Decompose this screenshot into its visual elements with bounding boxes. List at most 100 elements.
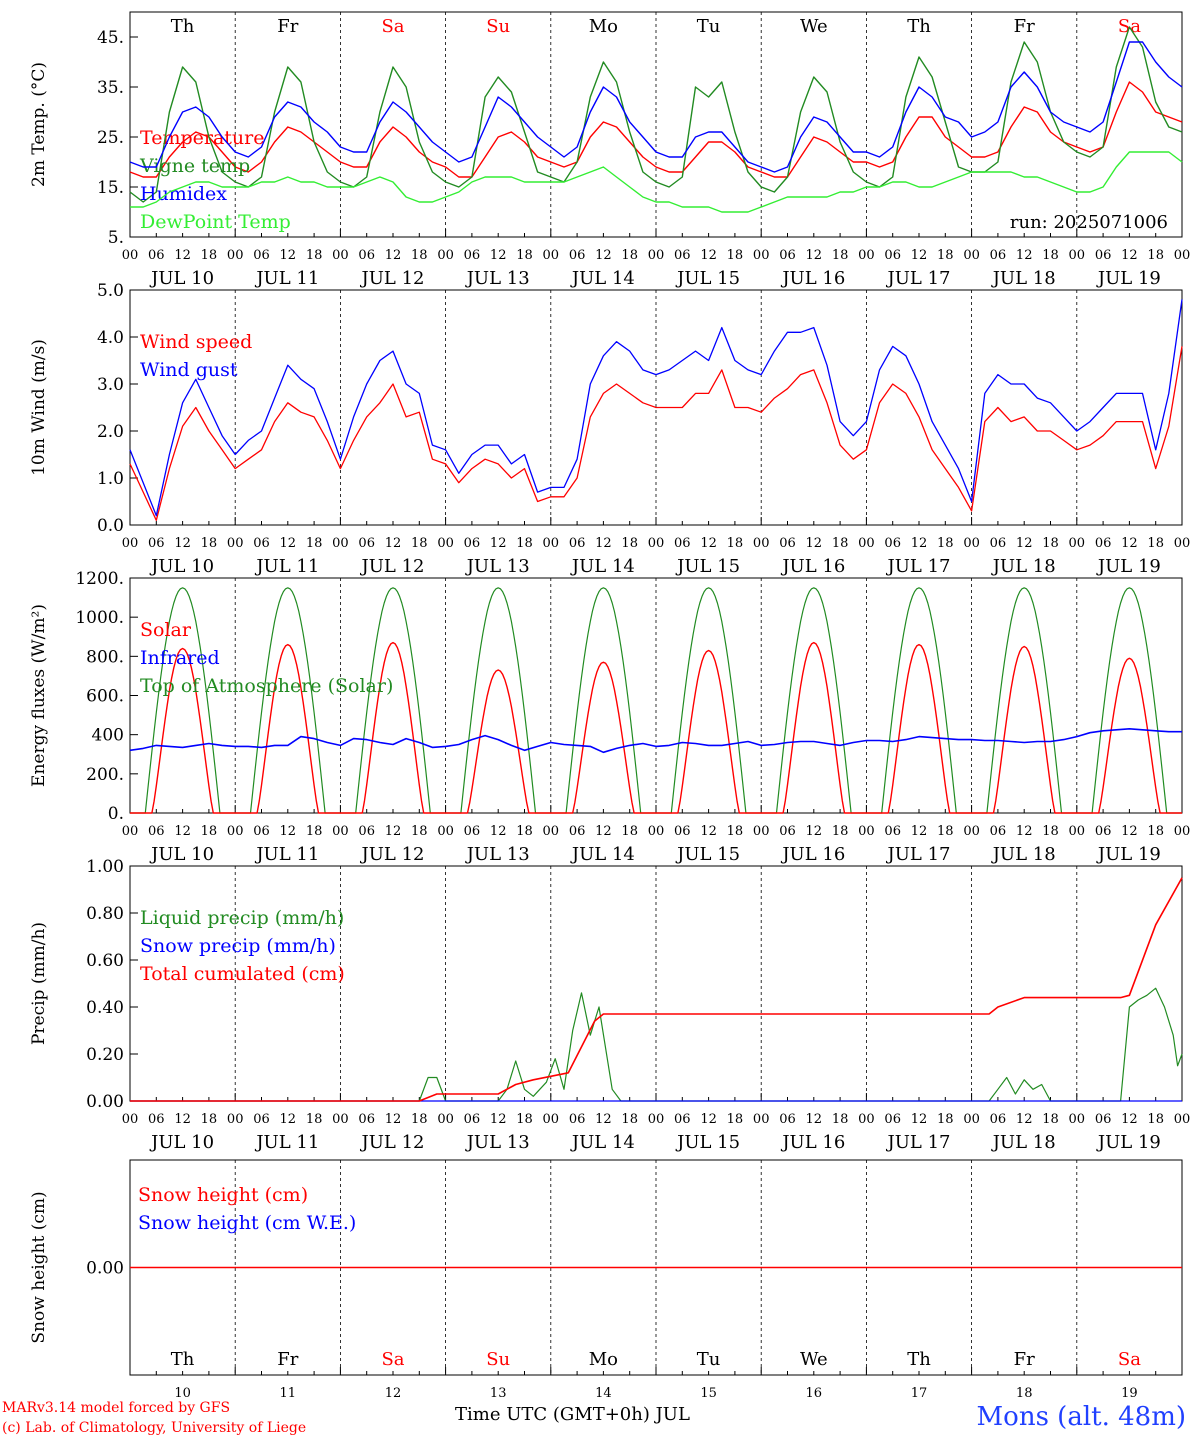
x-date-label: JUL 13 — [465, 1132, 530, 1153]
x-hour-label: 12 — [280, 824, 297, 839]
x-date-label: JUL 10 — [149, 268, 214, 289]
x-date-label: JUL 15 — [675, 556, 740, 577]
x-hour-label: 18 — [306, 1112, 323, 1127]
x-hour-label: 12 — [911, 824, 928, 839]
x-hour-label: 12 — [174, 248, 191, 263]
x-hour-label: 06 — [464, 248, 481, 263]
x-hour-label: 18 — [1147, 1112, 1164, 1127]
x-hour-label: 06 — [779, 248, 796, 263]
x-hour-label: 06 — [569, 248, 586, 263]
x-hour-label: 18 — [832, 1112, 849, 1127]
x-hour-label: 06 — [148, 536, 165, 551]
day-number-label: 18 — [1016, 1386, 1033, 1401]
x-date-label: JUL 15 — [675, 1132, 740, 1153]
y-tick-label: 0.40 — [86, 998, 124, 1018]
y-tick-label: 45. — [97, 28, 124, 48]
infrared-line — [129, 727, 1182, 754]
run-label: run: 2025071006 — [1010, 212, 1168, 233]
x-hour-label: 18 — [306, 536, 323, 551]
x-date-label: JUL 12 — [360, 844, 425, 865]
x-hour-label: 12 — [595, 248, 612, 263]
x-hour-label: 06 — [884, 824, 901, 839]
x-hour-label: 18 — [1147, 536, 1164, 551]
x-date-label: JUL 11 — [254, 268, 319, 289]
x-date-label: JUL 18 — [991, 556, 1056, 577]
x-hour-label: 06 — [1095, 824, 1112, 839]
x-hour-label: 06 — [674, 536, 691, 551]
x-hour-label: 06 — [358, 1112, 375, 1127]
day-number-label: 19 — [1121, 1386, 1138, 1401]
x-date-label: JUL 13 — [465, 268, 530, 289]
legend-entry: Solar — [140, 619, 192, 641]
x-date-label: JUL 15 — [675, 844, 740, 865]
weekday-label: Tu — [697, 1349, 721, 1370]
x-hour-label: 18 — [516, 824, 533, 839]
x-date-label: JUL 17 — [886, 1132, 951, 1153]
x-hour-label: 06 — [358, 248, 375, 263]
x-hour-label: 00 — [227, 536, 244, 551]
weekday-label: Mo — [589, 1349, 618, 1370]
x-hour-label: 06 — [569, 1112, 586, 1127]
weekday-label: Th — [907, 16, 931, 37]
x-hour-label: 18 — [516, 248, 533, 263]
legend-entry: Snow height (cm W.E.) — [138, 1212, 356, 1234]
x-hour-label: 06 — [1095, 248, 1112, 263]
x-hour-label: 06 — [779, 824, 796, 839]
x-hour-label: 00 — [122, 248, 139, 263]
weekday-label: Sa — [1118, 1349, 1141, 1370]
x-date-label: JUL 15 — [675, 268, 740, 289]
day-number-label: 15 — [700, 1386, 717, 1401]
y-tick-label: 800. — [86, 647, 124, 667]
x-hour-label: 00 — [122, 1112, 139, 1127]
y-axis-title: 10m Wind (m/s) — [29, 339, 49, 476]
x-hour-label: 06 — [464, 1112, 481, 1127]
x-date-label: JUL 12 — [360, 1132, 425, 1153]
x-date-label: JUL 11 — [254, 844, 319, 865]
x-hour-label: 12 — [700, 824, 717, 839]
x-hour-label: 06 — [148, 824, 165, 839]
legend-entry: Wind gust — [140, 359, 238, 381]
day-number-label: 16 — [806, 1386, 823, 1401]
y-tick-label: 1000. — [75, 608, 124, 628]
y-tick-label: 35. — [97, 78, 124, 98]
x-hour-label: 06 — [569, 536, 586, 551]
x-hour-label: 06 — [253, 824, 270, 839]
weekday-label: Fr — [277, 16, 298, 37]
x-hour-label: 06 — [253, 248, 270, 263]
x-date-label: JUL 10 — [149, 1132, 214, 1153]
x-hour-label: 18 — [516, 1112, 533, 1127]
x-date-label: JUL 10 — [149, 556, 214, 577]
weekday-label: Fr — [1014, 1349, 1035, 1370]
x-hour-label: 06 — [779, 536, 796, 551]
x-hour-label: 18 — [621, 536, 638, 551]
x-hour-label: 18 — [411, 824, 428, 839]
legend-entry: Humidex — [140, 183, 227, 205]
x-date-label: JUL 16 — [780, 844, 845, 865]
x-hour-label: 00 — [1174, 248, 1191, 263]
x-hour-label: 12 — [595, 1112, 612, 1127]
x-hour-label: 18 — [516, 536, 533, 551]
y-tick-label: 0.00 — [86, 1092, 124, 1112]
x-hour-label: 18 — [411, 248, 428, 263]
x-hour-label: 12 — [385, 248, 402, 263]
x-hour-label: 12 — [700, 1112, 717, 1127]
x-hour-label: 06 — [884, 536, 901, 551]
y-tick-label: 0. — [108, 804, 124, 824]
x-hour-label: 00 — [963, 1112, 980, 1127]
x-hour-label: 18 — [1147, 248, 1164, 263]
x-hour-label: 12 — [700, 248, 717, 263]
weekday-label: Fr — [277, 1349, 298, 1370]
x-hour-label: 18 — [201, 536, 218, 551]
x-hour-label: 18 — [201, 248, 218, 263]
legend-entry: Temperature — [140, 127, 264, 149]
x-hour-label: 06 — [884, 1112, 901, 1127]
x-hour-label: 00 — [437, 248, 454, 263]
x-date-label: JUL 10 — [149, 844, 214, 865]
x-date-label: JUL 19 — [1096, 268, 1161, 289]
x-hour-label: 18 — [727, 536, 744, 551]
x-hour-label: 00 — [963, 824, 980, 839]
weekday-label: Th — [171, 16, 195, 37]
x-hour-label: 00 — [437, 536, 454, 551]
x-hour-label: 06 — [148, 1112, 165, 1127]
